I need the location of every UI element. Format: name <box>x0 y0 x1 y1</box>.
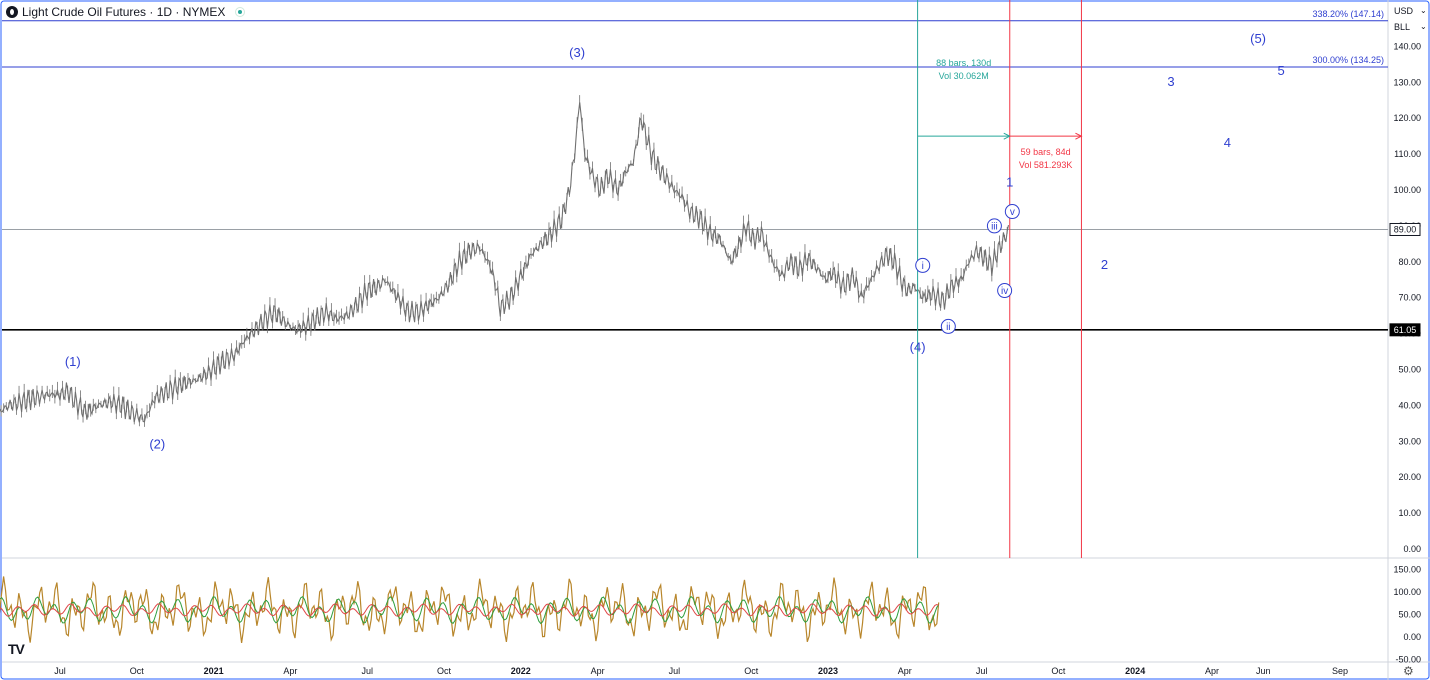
measure-red-bars-label: 59 bars, 84d <box>1021 147 1071 157</box>
oscillator-tick-label: 150.00 <box>1393 565 1421 575</box>
gear-icon[interactable]: ⚙ <box>1403 664 1414 678</box>
x-tick-label: 2021 <box>204 666 224 676</box>
oscillator-slow-line <box>0 603 939 617</box>
y-tick-label: 70.00 <box>1398 293 1421 303</box>
y-tick-label: 100.00 <box>1393 185 1421 195</box>
wave-label: (1) <box>65 354 81 369</box>
symbol-logo-icon <box>6 6 18 18</box>
market-status-icon <box>235 7 246 17</box>
x-tick-label: Apr <box>898 666 912 676</box>
x-tick-label: Jul <box>54 666 66 676</box>
x-tick-label: 2023 <box>818 666 838 676</box>
x-tick-label: Oct <box>130 666 145 676</box>
y-tick-label: 0.00 <box>1403 544 1421 554</box>
x-tick-label: Oct <box>437 666 452 676</box>
y-tick-label: 50.00 <box>1398 365 1421 375</box>
wave-label: 5 <box>1278 63 1285 78</box>
x-tick-label: Jul <box>669 666 681 676</box>
x-tick-label: 2024 <box>1125 666 1145 676</box>
x-tick-label: Jul <box>361 666 373 676</box>
circled-wave-marker <box>940 318 956 334</box>
currency-selector[interactable]: USD ⌄ <box>1394 6 1427 16</box>
wave-label: (3) <box>569 45 585 60</box>
circled-wave-marker <box>986 218 1002 234</box>
measure-green-bars-label: 88 bars, 130d <box>936 58 991 68</box>
price-axis-marker <box>1389 323 1421 337</box>
wave-label: (5) <box>1250 31 1266 46</box>
y-tick-label: 20.00 <box>1398 472 1421 482</box>
circled-wave-label: i <box>922 261 924 272</box>
y-tick-label: 140.00 <box>1393 41 1421 51</box>
measure-green-vol-label: Vol 30.062M <box>939 71 989 81</box>
x-tick-label: Sep <box>1332 666 1348 676</box>
x-tick-label: Jul <box>976 666 988 676</box>
y-tick-label: 130.00 <box>1393 77 1421 87</box>
circled-wave-label: v <box>1010 207 1015 218</box>
oscillator-fast-line <box>0 576 940 643</box>
oscillator-tick-label: 100.00 <box>1393 587 1421 597</box>
fib-level-label: 300.00% (134.25) <box>1312 55 1384 65</box>
unit-selector[interactable]: BLL ⌄ <box>1394 22 1427 32</box>
y-tick-label: 110.00 <box>1394 149 1421 159</box>
chevron-down-icon: ⌄ <box>1420 22 1427 31</box>
circled-wave-marker <box>1004 204 1020 220</box>
oscillator-tick-label: -50.00 <box>1395 655 1421 665</box>
y-tick-label: 80.00 <box>1398 257 1421 267</box>
fib-level-label: 338.20% (147.14) <box>1312 9 1384 19</box>
circled-wave-label: iii <box>991 221 998 232</box>
measure-red-vol-label: Vol 581.293K <box>1019 160 1073 170</box>
wave-label: 1 <box>1006 174 1013 189</box>
price-axis-marker-label: 89.00 <box>1394 224 1417 234</box>
chart-header: Light Crude Oil Futures · 1D · NYMEX <box>6 4 246 20</box>
x-tick-label: Oct <box>1051 666 1066 676</box>
chart-title[interactable]: Light Crude Oil Futures · 1D · NYMEX <box>22 5 226 19</box>
oscillator-signal-line <box>0 595 940 625</box>
x-tick-label: Jun <box>1256 666 1271 676</box>
price-axis-marker <box>1389 222 1421 236</box>
y-tick-label: 120.00 <box>1393 113 1421 123</box>
currency-label: USD <box>1394 6 1414 16</box>
wave-label: (2) <box>149 436 165 451</box>
y-tick-label: 30.00 <box>1398 436 1421 446</box>
price-axis-marker-label: 61.05 <box>1394 325 1417 335</box>
unit-label: BLL <box>1394 22 1411 32</box>
wave-label: 2 <box>1101 257 1108 272</box>
circled-wave-marker <box>997 283 1013 299</box>
wave-label: (4) <box>910 340 926 355</box>
circled-wave-label: iv <box>1001 286 1008 297</box>
wave-label: 3 <box>1167 74 1174 89</box>
oscillator-tick-label: 0.00 <box>1403 632 1421 642</box>
x-tick-label: 2022 <box>511 666 531 676</box>
x-tick-label: Apr <box>1205 666 1219 676</box>
wave-label: 4 <box>1224 135 1231 150</box>
x-tick-label: Apr <box>283 666 297 676</box>
chevron-down-icon: ⌄ <box>1420 6 1427 15</box>
x-tick-label: Oct <box>744 666 759 676</box>
circled-wave-marker <box>915 257 931 273</box>
x-tick-label: Apr <box>591 666 605 676</box>
oscillator-tick-label: 50.00 <box>1398 610 1421 620</box>
circled-wave-label: ii <box>946 322 950 333</box>
arrow-head-icon <box>1075 132 1083 140</box>
y-tick-label: 10.00 <box>1398 508 1421 518</box>
tradingview-logo-icon: TV <box>8 641 25 657</box>
y-tick-label: 40.00 <box>1398 400 1421 410</box>
